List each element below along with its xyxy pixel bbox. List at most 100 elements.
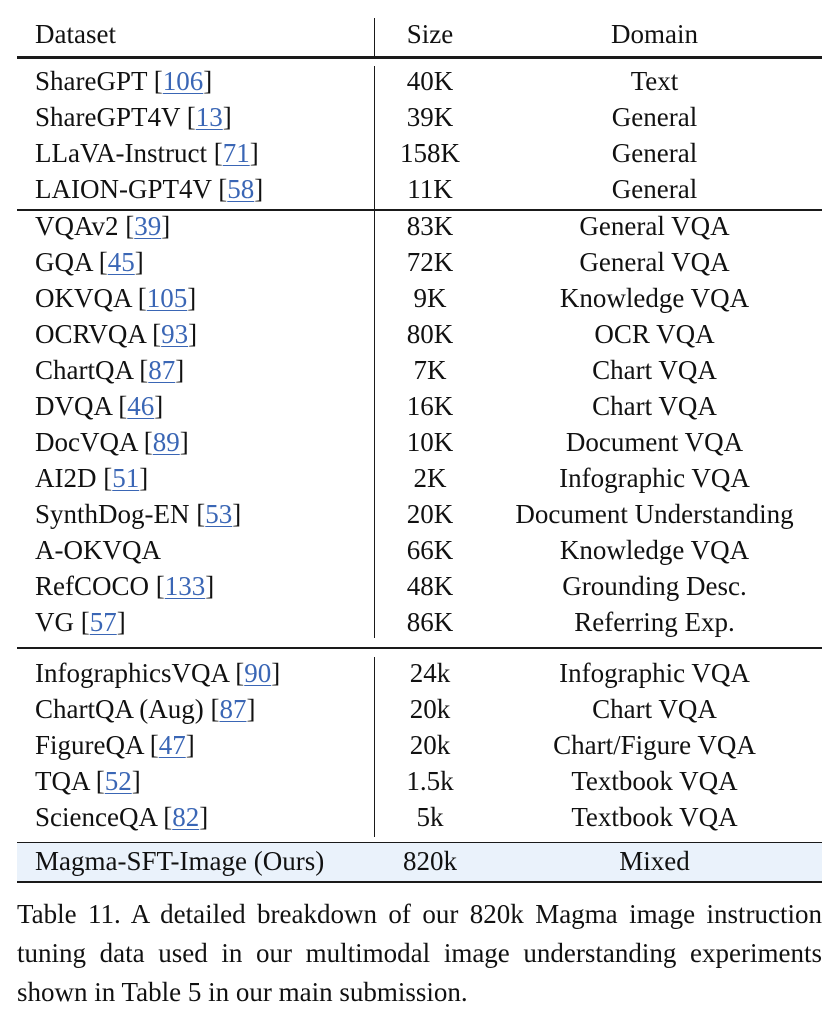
- dataset-name: SynthDog-EN: [35, 499, 190, 529]
- header-row: Dataset Size Domain: [17, 16, 822, 52]
- dataset-name: ChartQA: [35, 355, 133, 385]
- header-dataset: Dataset: [35, 19, 116, 49]
- ours-row: Magma-SFT-Image (Ours) 820k Mixed: [17, 843, 822, 879]
- ours-rule: [17, 842, 822, 844]
- dataset-domain: General: [611, 138, 698, 168]
- dataset-domain: General VQA: [579, 247, 730, 277]
- dataset-size: 20k: [409, 730, 451, 760]
- table-row: OKVQA [105] 9K Knowledge VQA: [17, 280, 822, 316]
- citation-link[interactable]: 93: [161, 319, 189, 349]
- dataset-name: A-OKVQA: [35, 535, 161, 565]
- citation-link[interactable]: 82: [172, 802, 200, 832]
- citation-link[interactable]: 90: [244, 658, 272, 688]
- dataset-size: 80K: [406, 319, 454, 349]
- citation-link[interactable]: 47: [158, 730, 186, 760]
- dataset-cell: ChartQA (Aug) [87]: [35, 694, 256, 724]
- citation-link[interactable]: 58: [227, 174, 255, 204]
- table-row: ChartQA (Aug) [87] 20k Chart VQA: [17, 691, 822, 727]
- bottom-rule: [17, 881, 822, 883]
- dataset-name: Magma-SFT-Image (Ours): [35, 846, 325, 876]
- dataset-name: VQAv2: [35, 211, 119, 241]
- dataset-domain: Chart VQA: [592, 391, 717, 421]
- dataset-name: ScienceQA: [35, 802, 157, 832]
- citation-link[interactable]: 53: [205, 499, 233, 529]
- header-size: Size: [406, 19, 454, 49]
- dataset-domain: Document VQA: [565, 427, 744, 457]
- citation-link[interactable]: 46: [127, 391, 155, 421]
- dataset-domain: Mixed: [619, 846, 690, 876]
- dataset-name: OKVQA: [35, 283, 132, 313]
- table-row: OCRVQA [93] 80K OCR VQA: [17, 316, 822, 352]
- dataset-size: 5k: [416, 802, 444, 832]
- dataset-domain: Text: [630, 66, 679, 96]
- dataset-domain: Chart VQA: [592, 694, 717, 724]
- ours-row-highlight: [17, 843, 822, 881]
- dataset-name: TQA: [35, 766, 89, 796]
- dataset-domain: General: [611, 174, 698, 204]
- dataset-domain: Infographic VQA: [559, 463, 750, 493]
- dataset-domain: Knowledge VQA: [559, 535, 750, 565]
- table-row: DVQA [46] 16K Chart VQA: [17, 388, 822, 424]
- dataset-name: LAION-GPT4V: [35, 174, 212, 204]
- dataset-cell: VQAv2 [39]: [35, 211, 171, 241]
- dataset-name: VG: [35, 607, 74, 637]
- dataset-cell: DVQA [46]: [35, 391, 164, 421]
- dataset-cell: GQA [45]: [35, 247, 144, 277]
- dataset-cell: LLaVA-Instruct [71]: [35, 138, 259, 168]
- top-rule: [17, 56, 822, 59]
- dataset-name: DVQA: [35, 391, 112, 421]
- table-row: VG [57] 86K Referring Exp.: [17, 604, 822, 640]
- dataset-size: 7K: [413, 355, 447, 385]
- table-row: A-OKVQA 66K Knowledge VQA: [17, 532, 822, 568]
- citation-link[interactable]: 57: [89, 607, 117, 637]
- dataset-cell: InfographicsVQA [90]: [35, 658, 281, 688]
- table-row: VQAv2 [39] 83K General VQA: [17, 208, 822, 244]
- citation-link[interactable]: 13: [195, 102, 223, 132]
- dataset-cell: RefCOCO [133]: [35, 571, 215, 601]
- dataset-cell: A-OKVQA: [35, 532, 161, 568]
- dataset-cell: AI2D [51]: [35, 463, 149, 493]
- table-row: ScienceQA [82] 5k Textbook VQA: [17, 799, 822, 835]
- citation-link[interactable]: 52: [104, 766, 132, 796]
- citation-link[interactable]: 71: [222, 138, 250, 168]
- dataset-name: ShareGPT: [35, 66, 147, 96]
- citation-link[interactable]: 51: [112, 463, 140, 493]
- citation-link[interactable]: 133: [164, 571, 206, 601]
- dataset-domain: Textbook VQA: [571, 766, 738, 796]
- dataset-size: 72K: [406, 247, 454, 277]
- dataset-size: 11K: [407, 174, 453, 204]
- dataset-cell: ScienceQA [82]: [35, 802, 209, 832]
- dataset-domain: Knowledge VQA: [559, 283, 750, 313]
- dataset-size: 158K: [400, 138, 460, 168]
- table-row: ShareGPT4V [13] 39K General: [17, 99, 822, 135]
- dataset-domain: Document Understanding: [515, 499, 794, 529]
- dataset-name: DocVQA: [35, 427, 137, 457]
- citation-link[interactable]: 106: [162, 66, 204, 96]
- dataset-domain: OCR VQA: [594, 319, 715, 349]
- column-separator: [374, 657, 375, 837]
- citation-link[interactable]: 89: [152, 427, 180, 457]
- dataset-domain: Infographic VQA: [559, 658, 750, 688]
- dataset-cell: ShareGPT4V [13]: [35, 102, 232, 132]
- dataset-size: 2K: [413, 463, 447, 493]
- citation-link[interactable]: 87: [148, 355, 176, 385]
- table-row: LLaVA-Instruct [71] 158K General: [17, 135, 822, 171]
- dataset-size: 66K: [406, 535, 454, 565]
- dataset-name: OCRVQA: [35, 319, 146, 349]
- dataset-size: 20K: [406, 499, 454, 529]
- citation-link[interactable]: 45: [107, 247, 135, 277]
- dataset-cell: ChartQA [87]: [35, 355, 185, 385]
- dataset-domain: General VQA: [579, 211, 730, 241]
- dataset-name: FigureQA: [35, 730, 143, 760]
- group-rule: [17, 209, 822, 211]
- dataset-name: RefCOCO: [35, 571, 149, 601]
- citation-link[interactable]: 87: [219, 694, 247, 724]
- dataset-cell: OKVQA [105]: [35, 283, 197, 313]
- table-caption: Table 11. A detailed breakdown of our 82…: [17, 899, 822, 1007]
- citation-link[interactable]: 105: [146, 283, 188, 313]
- table-row: RefCOCO [133] 48K Grounding Desc.: [17, 568, 822, 604]
- citation-link[interactable]: 39: [134, 211, 162, 241]
- dataset-domain: Textbook VQA: [571, 802, 738, 832]
- dataset-name: AI2D: [35, 463, 97, 493]
- table-row: FigureQA [47] 20k Chart/Figure VQA: [17, 727, 822, 763]
